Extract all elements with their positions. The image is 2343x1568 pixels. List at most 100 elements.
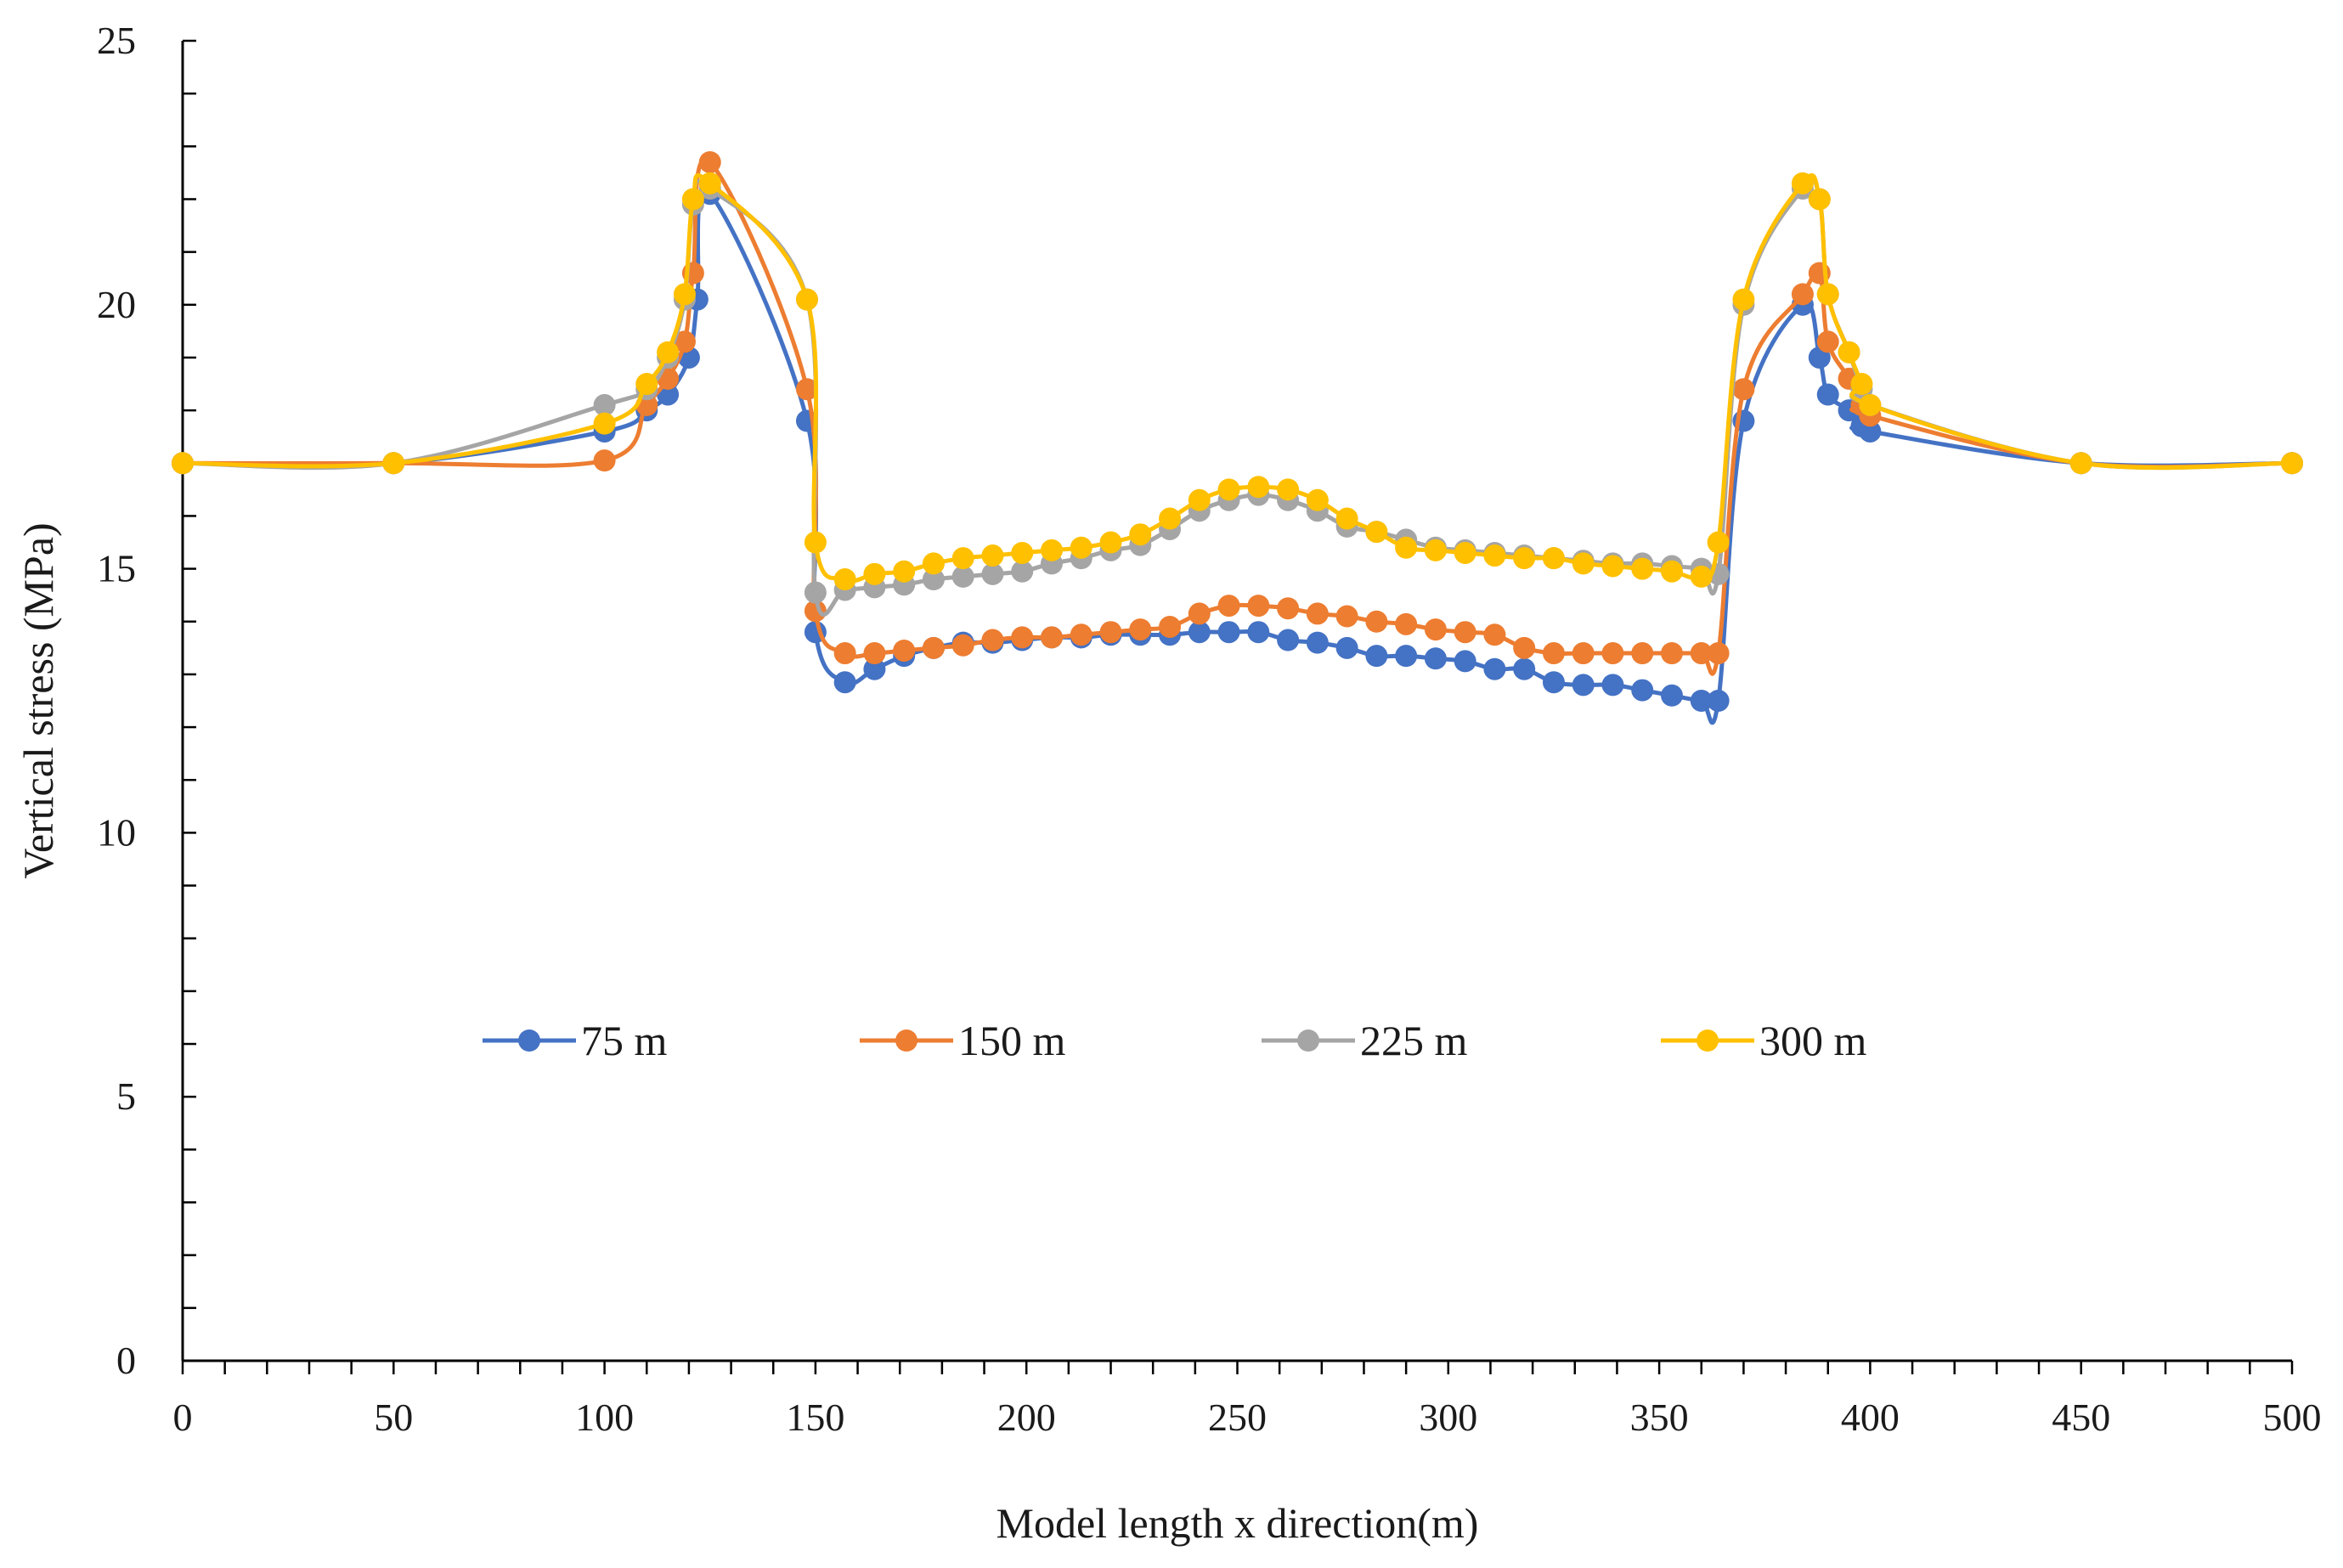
data-point: [833, 642, 856, 665]
legend-item: 225 m: [1262, 1017, 1468, 1064]
x-tick-label: 150: [786, 1396, 844, 1439]
data-point: [1601, 674, 1624, 697]
legend-label: 225 m: [1360, 1017, 1468, 1064]
data-point: [981, 562, 1004, 585]
series-line: [182, 189, 2293, 725]
data-point: [1660, 684, 1683, 707]
x-tick-label: 300: [1419, 1396, 1477, 1439]
data-point: [1335, 605, 1358, 628]
data-point: [1188, 602, 1211, 625]
data-point: [951, 565, 974, 588]
data-point: [1707, 531, 1730, 554]
x-tick-label: 400: [1841, 1396, 1900, 1439]
x-tick-label: 50: [374, 1396, 413, 1439]
data-point: [1335, 507, 1358, 530]
data-point: [1306, 602, 1329, 625]
data-point: [1859, 393, 1882, 416]
data-point: [795, 378, 818, 401]
data-point: [922, 568, 945, 591]
data-point: [1011, 626, 1034, 649]
y-tick-label: 25: [97, 19, 136, 62]
data-point: [1631, 642, 1654, 665]
x-tick-label: 100: [575, 1396, 634, 1439]
data-point: [1011, 560, 1034, 583]
data-point: [1335, 636, 1358, 659]
x-tick-label: 500: [2263, 1396, 2322, 1439]
data-point: [1395, 612, 1418, 635]
data-point: [804, 581, 827, 604]
data-point: [1424, 647, 1447, 670]
data-point: [922, 552, 945, 575]
series-1: [172, 183, 2303, 725]
data-point: [1791, 172, 1814, 195]
legend-label: 150 m: [958, 1017, 1066, 1064]
data-point: [893, 639, 916, 662]
data-point: [1011, 541, 1034, 564]
data-point: [1099, 531, 1122, 554]
axes: [181, 41, 2292, 1362]
series-layer: [172, 150, 2303, 725]
data-point: [804, 600, 827, 623]
data-point: [1690, 642, 1713, 665]
data-point: [1542, 547, 1565, 570]
data-point: [1099, 621, 1122, 644]
series-2: [172, 150, 2303, 676]
data-point: [922, 636, 945, 659]
data-point: [1542, 671, 1565, 694]
data-point: [1365, 521, 1388, 544]
data-point: [1572, 642, 1595, 665]
data-point: [1277, 597, 1300, 620]
data-point: [1660, 560, 1683, 583]
data-point: [863, 642, 886, 665]
data-point: [1217, 595, 1240, 618]
data-point: [1631, 679, 1654, 702]
data-point: [1395, 536, 1418, 559]
minor-ticks: [181, 39, 2294, 1374]
data-point: [1542, 642, 1565, 665]
data-point: [1707, 690, 1730, 712]
y-tick-label: 0: [116, 1339, 136, 1382]
data-point: [1277, 629, 1300, 651]
data-point: [593, 449, 616, 472]
data-point: [1483, 623, 1506, 646]
data-point: [863, 562, 886, 585]
data-point: [1690, 690, 1713, 712]
x-tick-label: 250: [1208, 1396, 1267, 1439]
legend-item: 75 m: [483, 1017, 668, 1064]
series-4: [172, 172, 2303, 591]
data-point: [673, 283, 696, 306]
data-point: [593, 393, 616, 416]
data-point: [1454, 541, 1476, 564]
data-point: [1838, 341, 1860, 364]
data-point: [172, 452, 194, 475]
data-point: [1816, 283, 1839, 306]
y-axis-title: Vertical stress (MPa): [14, 522, 62, 878]
data-point: [635, 373, 658, 396]
data-point: [1513, 657, 1536, 680]
data-point: [863, 657, 886, 680]
data-point: [1277, 478, 1300, 501]
data-point: [1040, 539, 1063, 561]
data-point: [593, 412, 616, 435]
data-point: [1188, 621, 1211, 644]
legend-label: 300 m: [1759, 1017, 1867, 1064]
data-point: [2069, 452, 2092, 475]
x-tick-label: 350: [1630, 1396, 1689, 1439]
data-point: [1732, 288, 1755, 311]
series-line: [182, 172, 2293, 584]
data-point: [833, 568, 856, 591]
data-point: [673, 330, 696, 353]
data-point: [1395, 645, 1418, 668]
data-point: [1424, 539, 1447, 561]
data-point: [1306, 631, 1329, 654]
data-point: [1129, 618, 1152, 641]
data-point: [382, 452, 405, 475]
x-axis-title: Model length x direction(m): [996, 1499, 1479, 1547]
legend: 75 m 150 m 225 m 300 m: [483, 1017, 1867, 1064]
data-point: [833, 671, 856, 694]
data-point: [1040, 626, 1063, 649]
data-point: [951, 634, 974, 657]
y-tick-label: 15: [97, 547, 136, 590]
x-tick-label: 200: [997, 1396, 1056, 1439]
data-point: [1483, 544, 1506, 567]
